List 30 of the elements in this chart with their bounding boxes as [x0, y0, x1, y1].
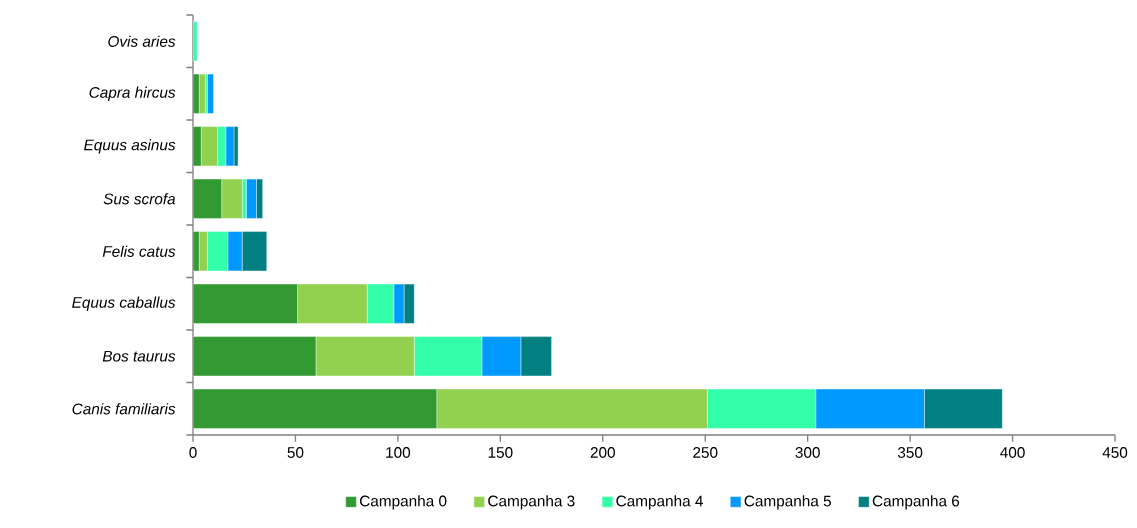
- x-tick-label: 300: [795, 447, 820, 458]
- legend-label: Campanha 5: [744, 495, 831, 510]
- bar: [225, 126, 235, 167]
- legend-label: Campanha 4: [616, 495, 703, 510]
- y-tick-label: Felis catus: [102, 245, 176, 257]
- y-tick-label: Sus scrofa: [103, 193, 176, 205]
- y-tick-label: Equus caballus: [72, 296, 176, 311]
- x-tick-label: 450: [1102, 447, 1128, 458]
- legend-label: Campanha 3: [488, 495, 575, 510]
- x-tick-label: 400: [1000, 447, 1025, 458]
- x-tick-label: 350: [897, 447, 923, 458]
- legend-label: Campanha 6: [872, 495, 960, 510]
- y-tick-label: Capra hircus: [89, 86, 176, 101]
- bar: [414, 336, 483, 377]
- y-tick-label: Canis familiaris: [72, 403, 176, 415]
- x-tick-label: 50: [287, 447, 304, 458]
- y-tick-label: Equus asinus: [84, 139, 176, 154]
- bar: [707, 388, 817, 429]
- x-tick-label: 200: [590, 447, 615, 458]
- x-tick-label: 100: [386, 447, 411, 458]
- bar: [198, 73, 206, 114]
- bar: [198, 231, 208, 272]
- x-tick-label: 0: [189, 447, 197, 458]
- y-tick-label: Ovis aries: [108, 35, 176, 47]
- x-tick-label: 150: [488, 447, 513, 458]
- bar: [366, 283, 394, 324]
- y-tick-label: Bos taurus: [102, 350, 176, 362]
- legend-label: Campanha 0: [360, 495, 447, 510]
- x-tick-label: 250: [693, 447, 718, 458]
- bar: [207, 73, 214, 114]
